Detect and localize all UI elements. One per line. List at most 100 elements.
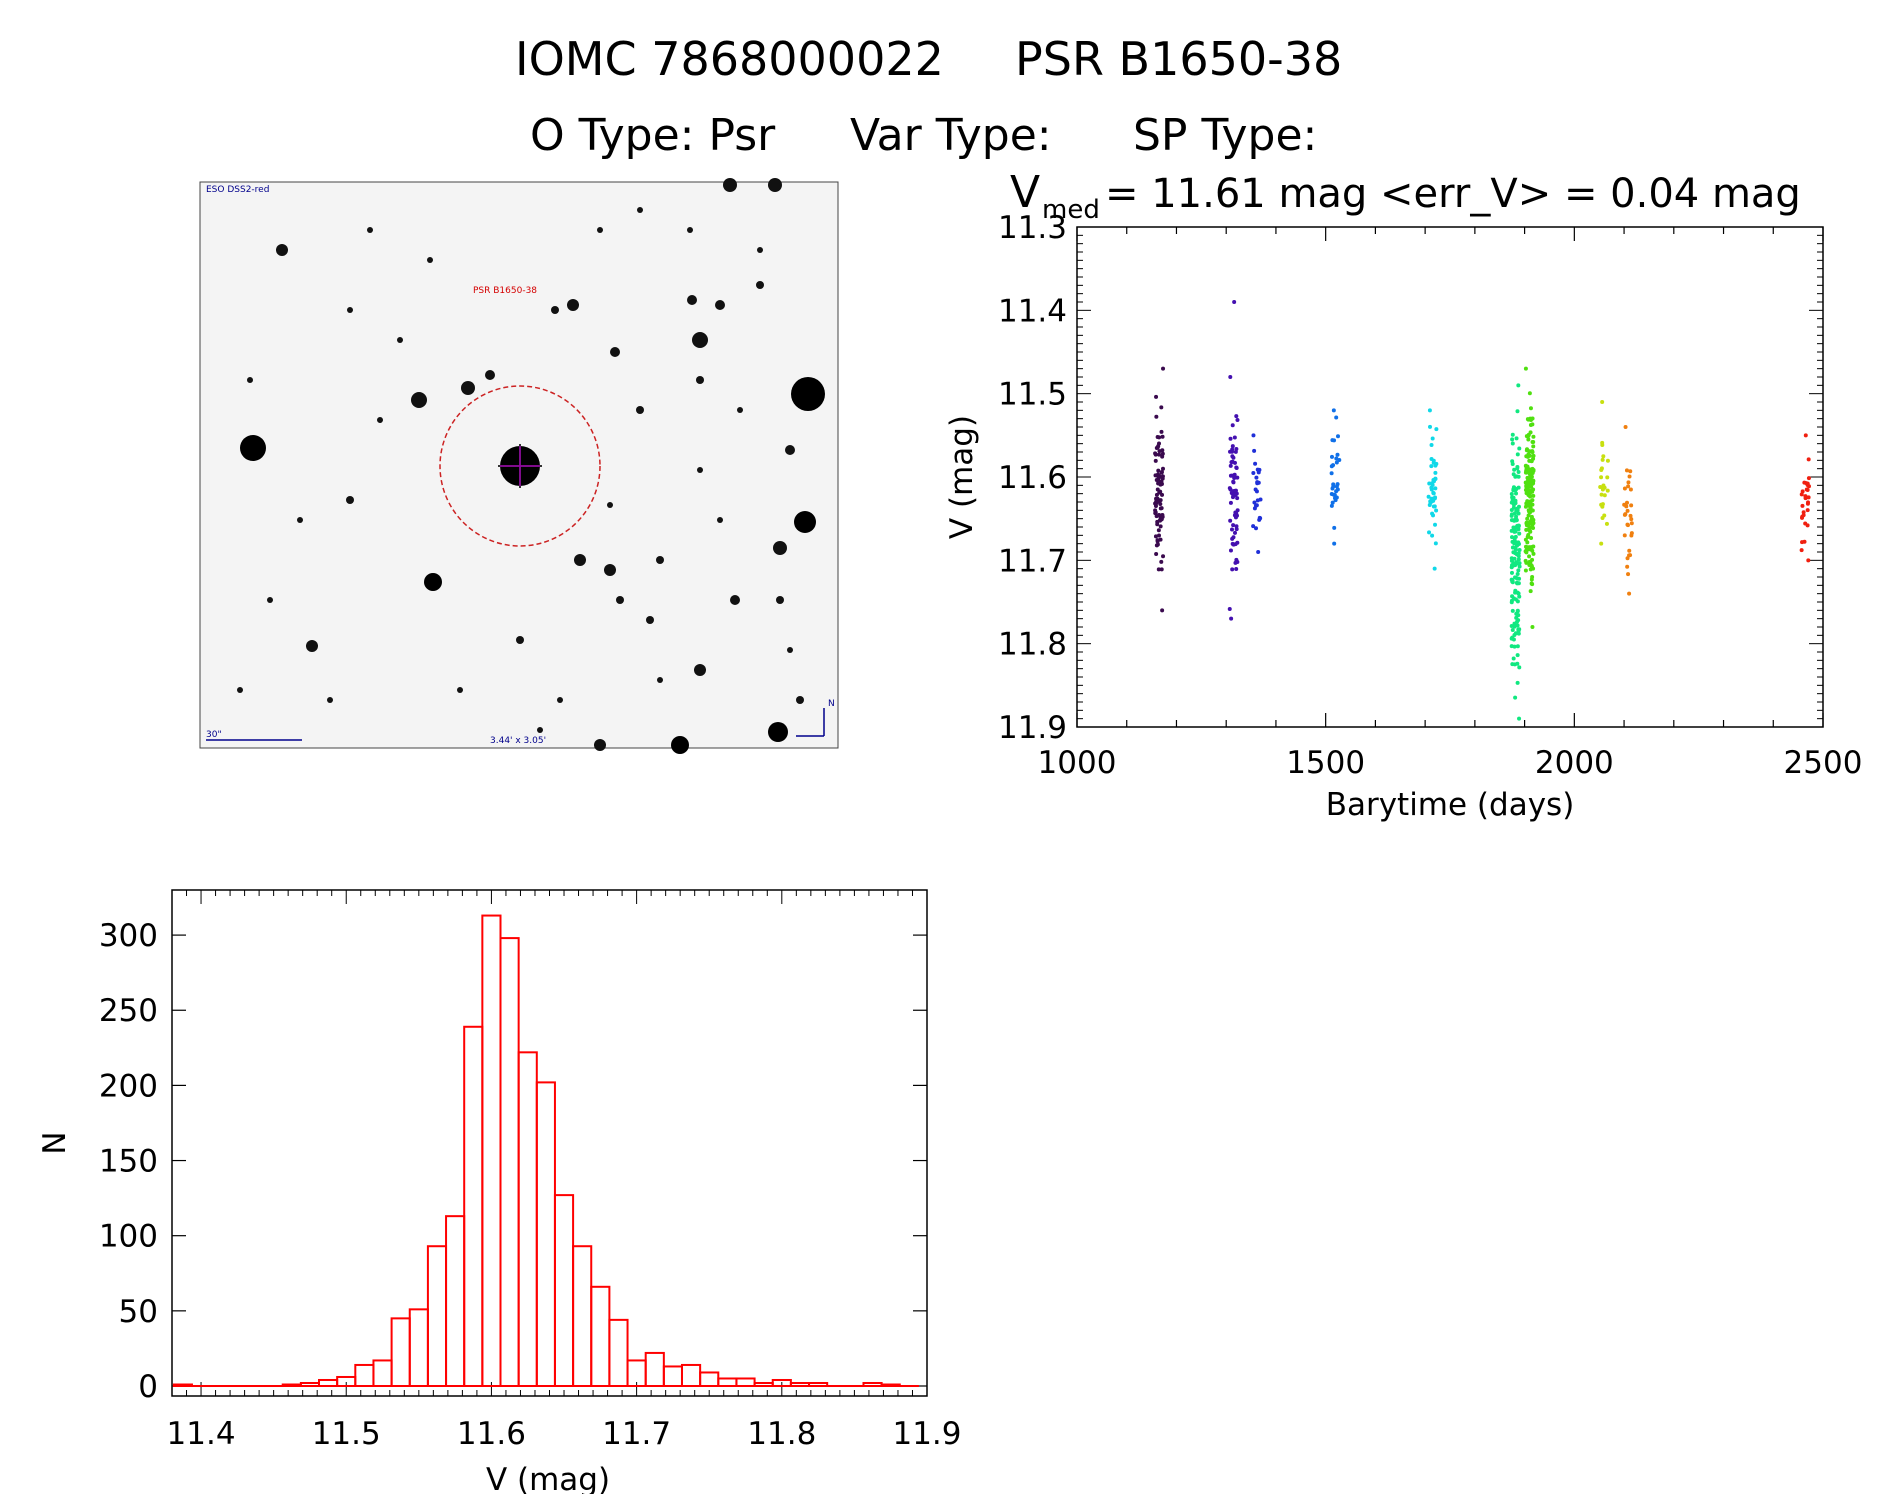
star-14 bbox=[723, 178, 737, 192]
lc-point-g2-6 bbox=[1254, 526, 1259, 531]
lc-point-g7-0 bbox=[1600, 400, 1605, 404]
lc-point-g8-10 bbox=[1624, 468, 1629, 473]
lc-point-g6-67 bbox=[1528, 430, 1533, 435]
hist-bar-39 bbox=[880, 1383, 901, 1387]
lc-point-g7-24 bbox=[1600, 442, 1605, 447]
hist-bar-21 bbox=[553, 1194, 575, 1387]
star-40 bbox=[457, 687, 463, 693]
lc-point-g0-77 bbox=[1154, 414, 1159, 419]
hist-ytick-label-2: 100 bbox=[99, 1219, 158, 1255]
star-39 bbox=[557, 697, 563, 703]
lc-point-g4-25 bbox=[1430, 481, 1435, 486]
lc-point-g9-29 bbox=[1805, 501, 1810, 506]
star-12 bbox=[687, 295, 697, 305]
lc-point-g5-151 bbox=[1510, 627, 1515, 632]
lc-point-g6-138 bbox=[1524, 560, 1529, 565]
lc-point-g5-103 bbox=[1513, 551, 1518, 556]
lc-title-sub: med bbox=[1042, 195, 1100, 225]
lc-point-g6-101 bbox=[1527, 391, 1532, 396]
lc-point-g5-135 bbox=[1516, 551, 1521, 556]
lc-point-g5-99 bbox=[1512, 561, 1517, 566]
lc-point-g2-1 bbox=[1256, 550, 1261, 554]
lc-point-g7-19 bbox=[1599, 492, 1604, 497]
light-curve-panel: V med = 11.61 mag <err_V> = 0.04 mag 100… bbox=[944, 167, 1862, 823]
lc-point-g1-1 bbox=[1229, 616, 1234, 621]
lc-point-g5-102 bbox=[1515, 661, 1520, 666]
star-42 bbox=[377, 417, 383, 423]
star-47 bbox=[267, 597, 273, 603]
hist-ytick-label-4: 200 bbox=[99, 1068, 158, 1104]
star-6 bbox=[306, 640, 318, 652]
lc-point-g4-7 bbox=[1433, 470, 1438, 475]
lc-point-g7-7 bbox=[1598, 485, 1603, 490]
hist-bar-12 bbox=[390, 1317, 411, 1388]
star-19 bbox=[604, 564, 616, 576]
lc-point-g5-154 bbox=[1514, 436, 1519, 441]
lc-point-g0-55 bbox=[1160, 476, 1165, 481]
lc-point-g6-75 bbox=[1523, 537, 1528, 542]
lc-point-g6-139 bbox=[1528, 589, 1533, 594]
lc-point-g1-0 bbox=[1228, 375, 1233, 379]
lc-point-g3-10 bbox=[1329, 471, 1334, 476]
lc-point-g9-16 bbox=[1800, 503, 1805, 508]
star-1 bbox=[240, 435, 266, 461]
lc-x-axis-label: Barytime (days) bbox=[1326, 787, 1575, 823]
lc-point-g2-14 bbox=[1251, 524, 1256, 529]
lc-ytick-label-1: 11.4 bbox=[998, 293, 1067, 329]
lc-point-g8-24 bbox=[1627, 474, 1632, 479]
lc-plot-frame bbox=[1076, 226, 1824, 728]
lc-point-g7-21 bbox=[1602, 493, 1607, 498]
star-22 bbox=[768, 722, 788, 742]
star-35 bbox=[616, 596, 624, 604]
lc-point-g8-27 bbox=[1625, 564, 1630, 569]
lc-point-g5-124 bbox=[1510, 437, 1515, 442]
lc-point-g6-103 bbox=[1525, 417, 1530, 422]
lc-point-g1-48 bbox=[1235, 508, 1240, 513]
hist-ytick-label-5: 250 bbox=[99, 993, 158, 1029]
lc-point-g0-44 bbox=[1160, 451, 1165, 456]
star-55 bbox=[687, 227, 693, 233]
lc-point-g6-161 bbox=[1525, 464, 1530, 469]
lc-data-points bbox=[1153, 300, 1811, 721]
lc-point-g9-28 bbox=[1799, 492, 1804, 497]
lc-point-g5-133 bbox=[1510, 432, 1515, 437]
lc-point-g6-132 bbox=[1529, 525, 1534, 530]
star-15 bbox=[768, 178, 782, 192]
lc-point-g6-136 bbox=[1528, 417, 1533, 422]
hist-x-axis-label: V (mag) bbox=[486, 1462, 610, 1494]
hist-y-axis-label: N bbox=[37, 1131, 73, 1154]
lc-point-g1-22 bbox=[1234, 414, 1239, 419]
star-49 bbox=[657, 677, 663, 683]
lc-point-g9-19 bbox=[1806, 484, 1811, 489]
lc-point-g5-149 bbox=[1510, 578, 1515, 583]
star-33 bbox=[756, 281, 764, 289]
lc-point-g5-28 bbox=[1515, 452, 1520, 457]
hist-bar-35 bbox=[808, 1381, 829, 1387]
hist-xtick-label-5: 11.9 bbox=[892, 1416, 961, 1452]
lc-point-g9-6 bbox=[1805, 508, 1810, 513]
lc-point-g5-136 bbox=[1517, 561, 1522, 566]
lc-point-g3-14 bbox=[1335, 434, 1340, 439]
lc-point-g5-137 bbox=[1517, 594, 1522, 599]
lc-point-g9-25 bbox=[1805, 523, 1810, 528]
lc-x-tick-labels: 1000 1500 2000 2500 bbox=[1038, 745, 1863, 781]
lc-point-g3-28 bbox=[1329, 492, 1334, 497]
hist-bar-29 bbox=[699, 1371, 720, 1388]
lc-point-g9-18 bbox=[1806, 476, 1811, 481]
lc-point-g4-29 bbox=[1433, 486, 1438, 491]
target-circle bbox=[439, 385, 601, 547]
lc-point-g4-3 bbox=[1428, 424, 1433, 429]
lc-point-g5-139 bbox=[1517, 548, 1522, 553]
lc-point-g1-9 bbox=[1235, 496, 1240, 501]
lc-point-g6-168 bbox=[1529, 474, 1534, 479]
hist-ticks bbox=[171, 890, 928, 1396]
lc-point-g5-1 bbox=[1517, 716, 1522, 721]
lc-point-g0-1 bbox=[1160, 608, 1165, 613]
lc-point-g6-120 bbox=[1529, 459, 1534, 464]
lc-point-g9-1 bbox=[1806, 558, 1811, 563]
lc-point-g5-168 bbox=[1509, 558, 1514, 563]
hist-xtick-label-0: 11.4 bbox=[167, 1416, 236, 1452]
lc-point-g0-49 bbox=[1158, 489, 1163, 494]
lc-point-g3-27 bbox=[1334, 484, 1339, 489]
lc-point-g5-46 bbox=[1514, 514, 1519, 519]
